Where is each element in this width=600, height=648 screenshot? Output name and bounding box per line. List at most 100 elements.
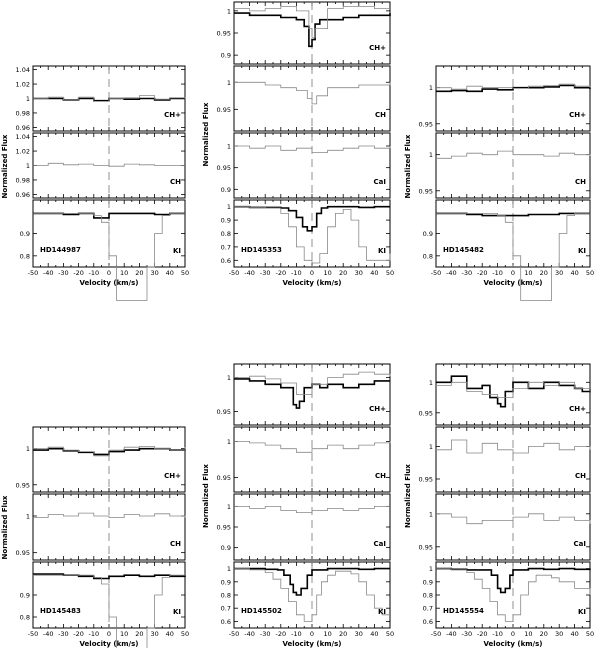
x-tick-label: 0 — [310, 630, 314, 638]
x-axis-label: Velocity (km/s) — [484, 640, 543, 648]
x-axis-label: Velocity (km/s) — [283, 279, 342, 287]
y-tick-label: 0.95 — [217, 474, 231, 482]
x-tick-label: -40 — [244, 630, 255, 638]
species-label: CH — [575, 178, 586, 186]
x-tick-label: 40 — [370, 269, 378, 277]
species-label: CH+ — [369, 44, 386, 52]
x-tick-label: -50 — [431, 630, 442, 638]
y-tick-label: 0.95 — [217, 408, 231, 416]
x-axis-label: Velocity (km/s) — [484, 279, 543, 287]
x-tick-label: 30 — [355, 269, 363, 277]
panel-cai: 1 0.95 CaI — [419, 493, 591, 561]
y-tick-label: 0.95 — [217, 30, 231, 38]
spectrum-chart-hd145483: 1 0.95 CH+ 1 0.95 CH 0.9 0.8 KI HD145483 -50 -40 -30… — [1, 426, 189, 648]
x-tick-label: 50 — [586, 269, 594, 277]
y-tick-label: 1 — [227, 374, 231, 382]
y-tick-label: 0.96 — [16, 191, 30, 199]
y-tick-label: 1.02 — [16, 148, 30, 156]
y-axis-label: Normalized Flux — [404, 464, 412, 528]
y-tick-label: 0.6 — [221, 618, 231, 626]
y-tick-label: 0.95 — [217, 164, 231, 172]
panel-ch: 1 0.95 CH — [217, 65, 391, 132]
y-tick-label: 1 — [429, 151, 433, 159]
x-tick-label: -30 — [58, 269, 69, 277]
spectrum-series-thin — [234, 6, 390, 38]
x-tick-label: -10 — [492, 269, 503, 277]
panel-ch: 1 0.95 CH — [217, 426, 391, 493]
spectrum-series-thin — [436, 83, 591, 90]
y-tick-label: 0.7 — [221, 243, 231, 251]
species-label: CH+ — [569, 111, 586, 119]
x-tick-label: 10 — [120, 630, 128, 638]
x-tick-label: 10 — [323, 269, 331, 277]
y-tick-label: 1.04 — [16, 133, 30, 141]
y-tick-label: 1 — [429, 84, 433, 92]
y-tick-label: 0.95 — [419, 120, 433, 128]
y-axis-label: Normalized Flux — [202, 464, 210, 528]
x-tick-label: 0 — [107, 269, 111, 277]
x-tick-label: -40 — [43, 269, 54, 277]
x-tick-label: 20 — [540, 630, 548, 638]
y-tick-label: 0.9 — [221, 52, 231, 60]
x-tick-label: 30 — [150, 630, 158, 638]
species-label: CH+ — [569, 405, 586, 413]
x-tick-label: 50 — [386, 630, 394, 638]
x-tick-label: 10 — [524, 630, 532, 638]
y-tick-label: 0.8 — [423, 252, 433, 260]
spectrum-series-thin — [234, 441, 391, 453]
x-tick-label: -10 — [291, 269, 302, 277]
x-tick-label: -10 — [492, 630, 503, 638]
species-label: KI — [578, 247, 586, 255]
y-tick-label: 1 — [26, 513, 30, 521]
y-tick-label: 1 — [227, 79, 231, 87]
panel-ch: 1 0.95 CH — [16, 493, 186, 561]
x-tick-label: 40 — [570, 630, 578, 638]
x-tick-label: -30 — [461, 269, 472, 277]
x-tick-label: 30 — [555, 269, 563, 277]
spectrum-series-thin — [33, 446, 186, 457]
x-tick-label: 40 — [370, 630, 378, 638]
species-label: CH — [575, 472, 586, 480]
spectrum-series-thin — [234, 145, 391, 153]
y-tick-label: 0.8 — [20, 614, 30, 622]
x-tick-label: 50 — [386, 269, 394, 277]
x-tick-label: -50 — [28, 630, 39, 638]
y-tick-label: 0.9 — [423, 578, 433, 586]
panel-ch-plus: 1 0.95 CH+ — [419, 65, 591, 132]
x-tick-label: 20 — [540, 269, 548, 277]
x-tick-label: 50 — [181, 630, 189, 638]
x-tick-label: 20 — [339, 269, 347, 277]
spectrum-chart-hd145482: 1 0.95 CH+ 1 0.95 CH 0.9 0.8 KI HD145482 -50 -40 -30… — [404, 65, 594, 301]
spectrum-series-thick — [234, 12, 391, 48]
species-label: KI — [173, 608, 181, 616]
x-tick-label: -20 — [275, 269, 286, 277]
x-tick-label: -30 — [260, 630, 271, 638]
x-tick-label: -50 — [28, 269, 39, 277]
panel-ch: 1.04 1.02 1 0.98 0.96 CH — [16, 132, 186, 199]
y-tick-label: 1.04 — [16, 66, 30, 74]
panel-ki: 1 0.9 0.8 0.7 0.6 KI — [423, 561, 591, 629]
panel-ki: 0.9 0.8 KI — [20, 561, 186, 648]
y-tick-label: 0.95 — [217, 106, 231, 114]
panel-ki: 0.9 0.8 KI — [20, 199, 186, 301]
y-tick-label: 0.95 — [419, 543, 433, 551]
star-label: HD145353 — [241, 246, 282, 254]
y-tick-label: 1 — [227, 565, 231, 573]
y-axis-label: Normalized Flux — [1, 495, 9, 559]
species-label: CaI — [374, 540, 386, 548]
y-tick-label: 0.6 — [423, 618, 433, 626]
y-tick-label: 1 — [227, 7, 231, 15]
species-label: KI — [378, 247, 386, 255]
y-tick-label: 0.8 — [221, 230, 231, 238]
x-tick-label: -10 — [291, 630, 302, 638]
panel-ki: 0.9 0.8 KI — [423, 199, 591, 301]
x-tick-label: -20 — [477, 269, 488, 277]
y-tick-label: 0.9 — [20, 230, 30, 238]
panel-ch: 1 0.95 CH — [419, 426, 591, 493]
x-axis-label: Velocity (km/s) — [283, 640, 342, 648]
x-tick-label: -20 — [275, 630, 286, 638]
species-label: CH+ — [164, 472, 181, 480]
species-label: CH+ — [164, 111, 181, 119]
x-tick-label: 10 — [323, 630, 331, 638]
spectrum-series-thick — [234, 567, 390, 596]
